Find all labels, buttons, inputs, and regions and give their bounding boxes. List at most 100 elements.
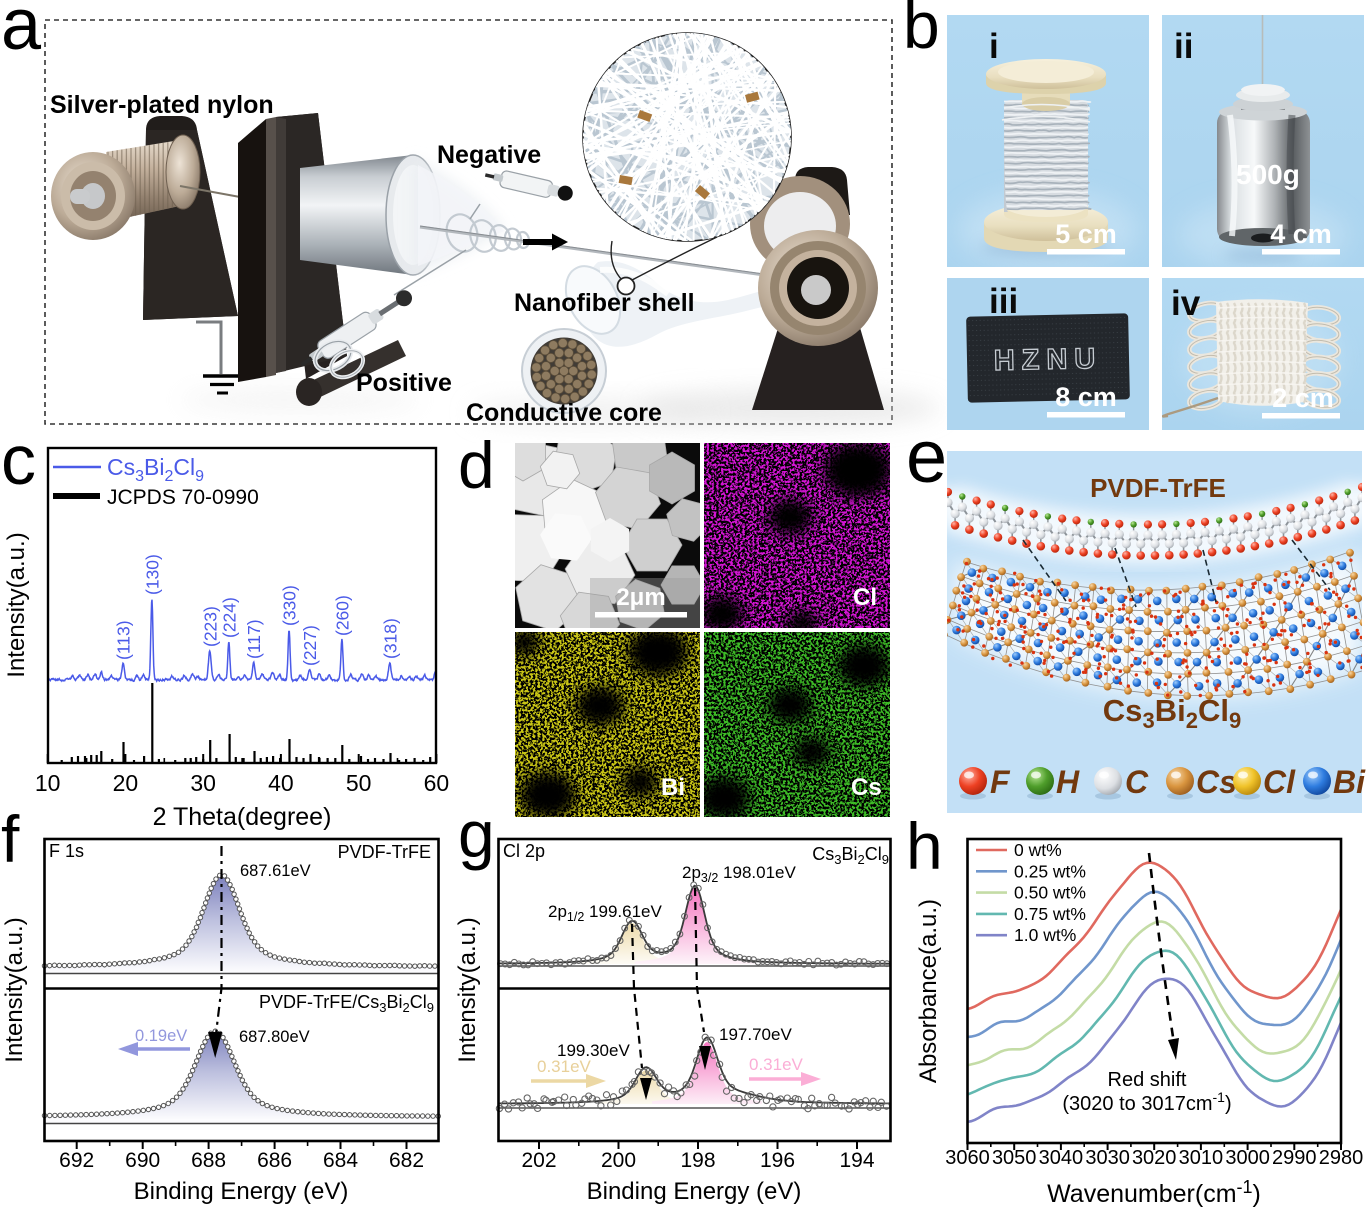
svg-text:C: C [1125, 764, 1149, 800]
svg-text:(117): (117) [244, 619, 264, 659]
svg-text:F 1s: F 1s [49, 841, 84, 861]
svg-text:(3020 to 3017cm-1): (3020 to 3017cm-1) [1062, 1089, 1231, 1115]
svg-text:(224): (224) [219, 597, 239, 638]
svg-text:Cs3Bi2Cl9: Cs3Bi2Cl9 [1103, 693, 1241, 733]
svg-text:202: 202 [521, 1149, 556, 1172]
svg-text:F: F [990, 764, 1011, 800]
svg-text:2p3/2 198.01eV: 2p3/2 198.01eV [682, 863, 796, 885]
svg-text:iv: iv [1171, 284, 1201, 323]
svg-text:3010: 3010 [1179, 1147, 1224, 1169]
svg-text:690: 690 [125, 1149, 160, 1172]
svg-text:f: f [1, 802, 20, 876]
svg-text:Wavenumber(cm-1): Wavenumber(cm-1) [1047, 1177, 1261, 1208]
svg-text:2 Theta(degree): 2 Theta(degree) [153, 803, 332, 831]
svg-text:687.80eV: 687.80eV [239, 1028, 310, 1046]
svg-text:Bi: Bi [1333, 764, 1366, 800]
svg-text:199.30eV: 199.30eV [557, 1041, 630, 1060]
svg-text:2980: 2980 [1319, 1147, 1364, 1169]
svg-text:682: 682 [389, 1149, 424, 1172]
svg-text:196: 196 [760, 1149, 795, 1172]
svg-text:687.61eV: 687.61eV [240, 862, 311, 880]
svg-text:3030: 3030 [1085, 1147, 1130, 1169]
svg-text:d: d [458, 428, 495, 502]
svg-text:Red shift: Red shift [1108, 1069, 1187, 1091]
svg-text:684: 684 [323, 1149, 358, 1172]
svg-text:c: c [1, 421, 36, 499]
svg-text:Cs3Bi2Cl9: Cs3Bi2Cl9 [812, 844, 889, 867]
svg-text:20: 20 [113, 770, 139, 796]
svg-text:198: 198 [680, 1149, 715, 1172]
svg-text:Positive: Positive [356, 369, 452, 397]
svg-text:b: b [903, 0, 940, 62]
svg-text:Intensity(a.u.): Intensity(a.u.) [3, 532, 30, 677]
svg-text:200: 200 [601, 1149, 636, 1172]
svg-text:(330): (330) [280, 585, 300, 626]
svg-text:Silver-plated nylon: Silver-plated nylon [50, 91, 274, 119]
svg-text:692: 692 [59, 1149, 94, 1172]
svg-text:Intensity(a.u.): Intensity(a.u.) [1, 917, 28, 1062]
svg-text:10: 10 [35, 770, 61, 796]
svg-text:197.70eV: 197.70eV [719, 1025, 792, 1044]
svg-text:Cs: Cs [851, 774, 882, 801]
svg-text:0.75 wt%: 0.75 wt% [1014, 904, 1086, 924]
svg-text:Binding Energy (eV): Binding Energy (eV) [587, 1178, 802, 1205]
svg-text:0.31eV: 0.31eV [537, 1057, 592, 1076]
svg-text:a: a [1, 0, 42, 65]
svg-text:0.31eV: 0.31eV [749, 1055, 804, 1074]
svg-text:50: 50 [346, 770, 372, 796]
svg-text:ii: ii [1174, 27, 1193, 66]
svg-text:686: 686 [257, 1149, 292, 1172]
svg-text:(260): (260) [332, 595, 352, 636]
svg-text:0.25 wt%: 0.25 wt% [1014, 861, 1086, 881]
svg-text:1.0 wt%: 1.0 wt% [1014, 925, 1076, 945]
svg-text:2 cm: 2 cm [1272, 383, 1334, 413]
svg-text:194: 194 [839, 1149, 874, 1172]
svg-text:(227): (227) [300, 625, 320, 666]
svg-text:500g: 500g [1236, 159, 1300, 190]
svg-text:Binding Energy (eV): Binding Energy (eV) [134, 1178, 349, 1205]
svg-text:2p1/2 199.61eV: 2p1/2 199.61eV [548, 902, 662, 924]
svg-text:2μm: 2μm [616, 584, 665, 611]
svg-text:PVDF-TrFE: PVDF-TrFE [338, 842, 431, 862]
svg-text:i: i [989, 27, 999, 66]
svg-text:(318): (318) [380, 618, 400, 659]
svg-text:iii: iii [989, 282, 1018, 321]
svg-text:60: 60 [424, 770, 450, 796]
svg-text:0 wt%: 0 wt% [1014, 840, 1062, 860]
svg-text:4 cm: 4 cm [1270, 219, 1332, 249]
svg-text:HZNU: HZNU [993, 343, 1102, 377]
svg-text:0.19eV: 0.19eV [135, 1027, 187, 1045]
svg-text:JCPDS 70-0990: JCPDS 70-0990 [107, 486, 259, 509]
svg-text:Cs: Cs [1196, 764, 1237, 800]
svg-text:Absorbance(a.u.): Absorbance(a.u.) [915, 899, 942, 1083]
svg-text:3040: 3040 [1039, 1147, 1084, 1169]
svg-text:e: e [906, 415, 947, 498]
svg-text:h: h [906, 809, 943, 883]
svg-text:0.50 wt%: 0.50 wt% [1014, 883, 1086, 903]
svg-text:Cs3Bi2Cl9: Cs3Bi2Cl9 [107, 454, 204, 485]
svg-text:3050: 3050 [992, 1147, 1037, 1169]
svg-text:Intensity(a.u.): Intensity(a.u.) [454, 917, 481, 1062]
svg-text:2990: 2990 [1272, 1147, 1317, 1169]
svg-text:(130): (130) [142, 554, 162, 595]
svg-text:PVDF-TrFE: PVDF-TrFE [1090, 473, 1226, 503]
svg-text:Nanofiber shell: Nanofiber shell [514, 289, 695, 317]
svg-text:Negative: Negative [437, 141, 541, 169]
svg-text:(113): (113) [114, 620, 134, 660]
svg-text:8 cm: 8 cm [1055, 382, 1117, 412]
svg-text:(223): (223) [200, 606, 220, 647]
svg-text:H: H [1056, 764, 1080, 800]
svg-text:30: 30 [190, 770, 216, 796]
svg-text:Cl: Cl [853, 584, 877, 611]
svg-text:PVDF-TrFE/Cs3Bi2Cl9: PVDF-TrFE/Cs3Bi2Cl9 [259, 992, 434, 1015]
svg-text:Conductive core: Conductive core [466, 399, 662, 427]
svg-text:3000: 3000 [1225, 1147, 1270, 1169]
svg-text:Bi: Bi [661, 774, 685, 801]
svg-text:g: g [458, 797, 495, 871]
svg-text:5 cm: 5 cm [1055, 219, 1117, 249]
svg-text:Cl 2p: Cl 2p [503, 841, 545, 861]
svg-text:Cl: Cl [1263, 764, 1296, 800]
svg-text:3060: 3060 [945, 1147, 990, 1169]
svg-text:40: 40 [268, 770, 294, 796]
svg-text:688: 688 [191, 1149, 226, 1172]
